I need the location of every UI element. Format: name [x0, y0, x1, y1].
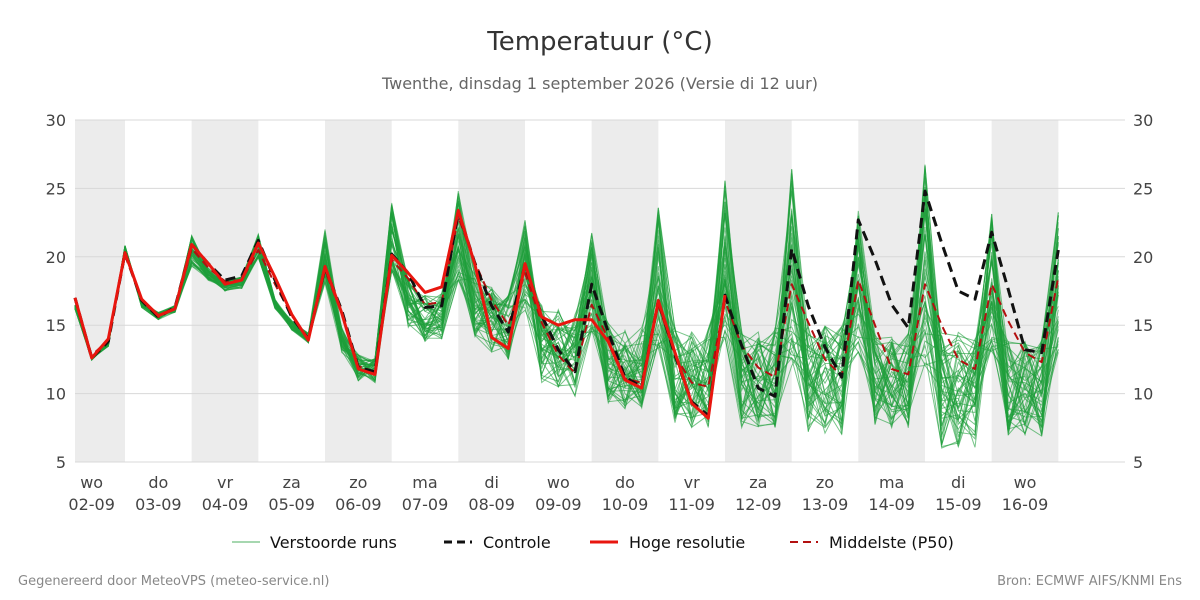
x-tick-date: 07-09 — [402, 495, 449, 514]
x-tick-day: zo — [349, 473, 367, 492]
y-axis-right: 5 10 15 20 25 30 — [1133, 111, 1153, 472]
footer-source: Bron: ECMWF AIFS/KNMI Ens — [997, 574, 1182, 589]
legend: Verstoorde runs Controle Hoge resolutie … — [232, 533, 954, 552]
x-tick-date: 12-09 — [735, 495, 782, 514]
x-tick-day: ma — [879, 473, 904, 492]
hoge-resolutie-line — [73, 208, 727, 420]
x-tick-day: vr — [217, 473, 233, 492]
x-tick-day: ma — [412, 473, 437, 492]
chart-subtitle: Twenthe, dinsdag 1 september 2026 (Versi… — [381, 74, 818, 93]
y-tick-label: 10 — [46, 385, 66, 404]
x-tick-date: 11-09 — [668, 495, 715, 514]
x-tick-date: 15-09 — [935, 495, 982, 514]
x-tick-date: 10-09 — [602, 495, 649, 514]
x-tick-day: za — [749, 473, 767, 492]
legend-label-controle: Controle — [483, 533, 551, 552]
x-tick-date: 14-09 — [868, 495, 915, 514]
y-tick-label: 25 — [1133, 179, 1153, 198]
footer-generator: Gegenereerd door MeteoVPS (meteo-service… — [18, 574, 329, 589]
x-tick-day: wo — [1014, 473, 1037, 492]
day-band — [325, 120, 392, 462]
controle-line — [73, 189, 1060, 417]
x-tick-date: 13-09 — [802, 495, 849, 514]
y-tick-label: 30 — [46, 111, 66, 130]
y-tick-label: 25 — [46, 179, 66, 198]
y-tick-label: 15 — [46, 316, 66, 335]
y-tick-label: 30 — [1133, 111, 1153, 130]
y-tick-label: 20 — [1133, 248, 1153, 267]
x-tick-date: 04-09 — [202, 495, 249, 514]
x-axis: wo 02-09 do 03-09 vr 04-09 za 05-09 zo 06-09 ma 07-… — [68, 473, 1048, 514]
day-bands — [75, 120, 1059, 462]
x-tick-day: di — [484, 473, 499, 492]
perturbed-run-line — [74, 212, 1059, 428]
x-tick-date: 16-09 — [1002, 495, 1049, 514]
perturbed-run-line — [74, 169, 1059, 449]
x-tick-date: 02-09 — [68, 495, 115, 514]
x-tick-day: do — [148, 473, 168, 492]
y-axis-left: 5 10 15 20 25 30 — [46, 111, 66, 472]
legend-label-hoge-resolutie: Hoge resolutie — [629, 533, 745, 552]
x-tick-day: do — [615, 473, 635, 492]
x-tick-date: 08-09 — [468, 495, 515, 514]
legend-label-middelste: Middelste (P50) — [829, 533, 954, 552]
y-tick-label: 5 — [1133, 453, 1143, 472]
legend-label-perturbed: Verstoorde runs — [270, 533, 397, 552]
perturbed-run-line — [74, 215, 1059, 428]
x-tick-day: wo — [80, 473, 103, 492]
y-tick-label: 20 — [46, 248, 66, 267]
x-tick-date: 06-09 — [335, 495, 382, 514]
y-tick-label: 15 — [1133, 316, 1153, 335]
main-series — [73, 189, 1060, 420]
x-tick-day: wo — [547, 473, 570, 492]
y-tick-label: 10 — [1133, 385, 1153, 404]
x-tick-day: zo — [816, 473, 834, 492]
y-tick-label: 5 — [56, 453, 66, 472]
chart-title: Temperatuur (°C) — [486, 27, 712, 57]
x-tick-date: 03-09 — [135, 495, 182, 514]
x-tick-date: 09-09 — [535, 495, 582, 514]
x-tick-day: za — [283, 473, 301, 492]
x-tick-date: 05-09 — [268, 495, 315, 514]
x-tick-day: di — [951, 473, 966, 492]
x-tick-day: vr — [684, 473, 700, 492]
